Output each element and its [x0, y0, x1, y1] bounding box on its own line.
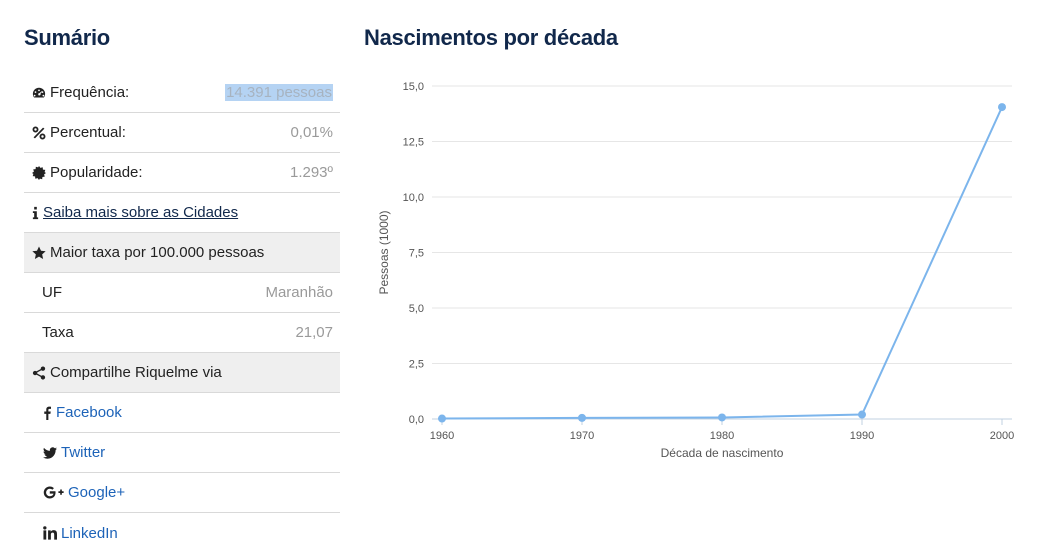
info-icon	[31, 205, 39, 220]
data-point	[858, 410, 866, 419]
share-googleplus[interactable]: Google+	[24, 473, 340, 513]
rate-row: Taxa 21,07	[24, 313, 340, 353]
x-tick-label: 1990	[850, 430, 874, 442]
popularity-label: Popularidade:	[50, 164, 143, 181]
percent-value: 0,01%	[290, 124, 333, 141]
y-axis-label: Pessoas (1000)	[377, 210, 391, 294]
frequency-label: Frequência:	[50, 84, 130, 101]
uf-row: UF Maranhão	[24, 273, 340, 313]
popularity-row: Popularidade: 1.293º	[24, 153, 340, 193]
x-tick-label: 1960	[430, 430, 454, 442]
y-tick-label: 15,0	[403, 81, 424, 93]
share-twitter[interactable]: Twitter	[24, 433, 340, 473]
line-chart: 0,0 2,5 5,0 7,5 10,0 12,5 15,0 1960 1970 1980 199…	[377, 81, 1014, 460]
facebook-icon	[42, 405, 52, 420]
rate-value: 21,07	[295, 324, 333, 341]
x-tick-label: 1970	[570, 430, 594, 442]
certificate-icon	[31, 165, 46, 180]
learn-more-row: Saiba mais sobre as Cidades	[24, 193, 340, 233]
frequency-row: Frequência: 14.391 pessoas	[24, 73, 340, 113]
data-point	[718, 413, 726, 422]
linkedin-link[interactable]: LinkedIn	[61, 524, 118, 542]
percent-icon	[31, 125, 46, 140]
twitter-link[interactable]: Twitter	[61, 444, 106, 461]
share-icon	[31, 365, 46, 380]
data-point	[438, 414, 446, 423]
rate-label: Taxa	[42, 324, 74, 341]
y-tick-label: 2,5	[409, 359, 424, 371]
star-icon	[31, 245, 46, 260]
twitter-icon	[42, 445, 57, 460]
tachometer-icon	[31, 85, 46, 100]
data-point	[578, 413, 586, 422]
summary-title: Sumário	[24, 25, 110, 50]
share-label: Compartilhe Riquelme via	[50, 364, 222, 381]
uf-value: Maranhão	[265, 284, 333, 301]
percent-label: Percentual:	[50, 124, 126, 141]
highest-rate-row: Maior taxa por 100.000 pessoas	[24, 233, 340, 273]
y-tick-label: 10,0	[403, 192, 424, 204]
linkedin-icon	[42, 526, 57, 541]
y-tick-label: 5,0	[409, 303, 424, 315]
google-plus-icon	[42, 485, 64, 500]
x-tick-label: 1980	[710, 430, 734, 442]
data-point	[998, 103, 1006, 112]
share-row: Compartilhe Riquelme via	[24, 353, 340, 393]
summary-panel: Frequência: 14.391 pessoas Percentual: 0…	[24, 73, 340, 553]
facebook-link[interactable]: Facebook	[56, 404, 122, 421]
googleplus-link[interactable]: Google+	[68, 484, 126, 501]
share-linkedin[interactable]: LinkedIn	[24, 513, 340, 553]
births-by-decade-chart: 0,0 2,5 5,0 7,5 10,0 12,5 15,0 1960 1970 1980 199…	[364, 70, 1034, 470]
learn-more-link[interactable]: Saiba mais sobre as Cidades	[43, 204, 239, 221]
x-axis-label: Década de nascimento	[661, 446, 784, 460]
share-facebook[interactable]: Facebook	[24, 393, 340, 433]
percent-row: Percentual: 0,01%	[24, 113, 340, 153]
uf-label: UF	[42, 284, 62, 301]
x-tick-label: 2000	[990, 430, 1014, 442]
chart-title: Nascimentos por década	[364, 25, 618, 50]
y-tick-label: 0,0	[409, 414, 424, 426]
popularity-value: 1.293º	[289, 164, 333, 181]
frequency-value: 14.391 pessoas	[225, 84, 333, 101]
series-line	[441, 106, 1003, 420]
y-tick-label: 12,5	[403, 137, 424, 149]
highest-rate-label: Maior taxa por 100.000 pessoas	[50, 244, 265, 261]
y-tick-label: 7,5	[409, 248, 424, 260]
